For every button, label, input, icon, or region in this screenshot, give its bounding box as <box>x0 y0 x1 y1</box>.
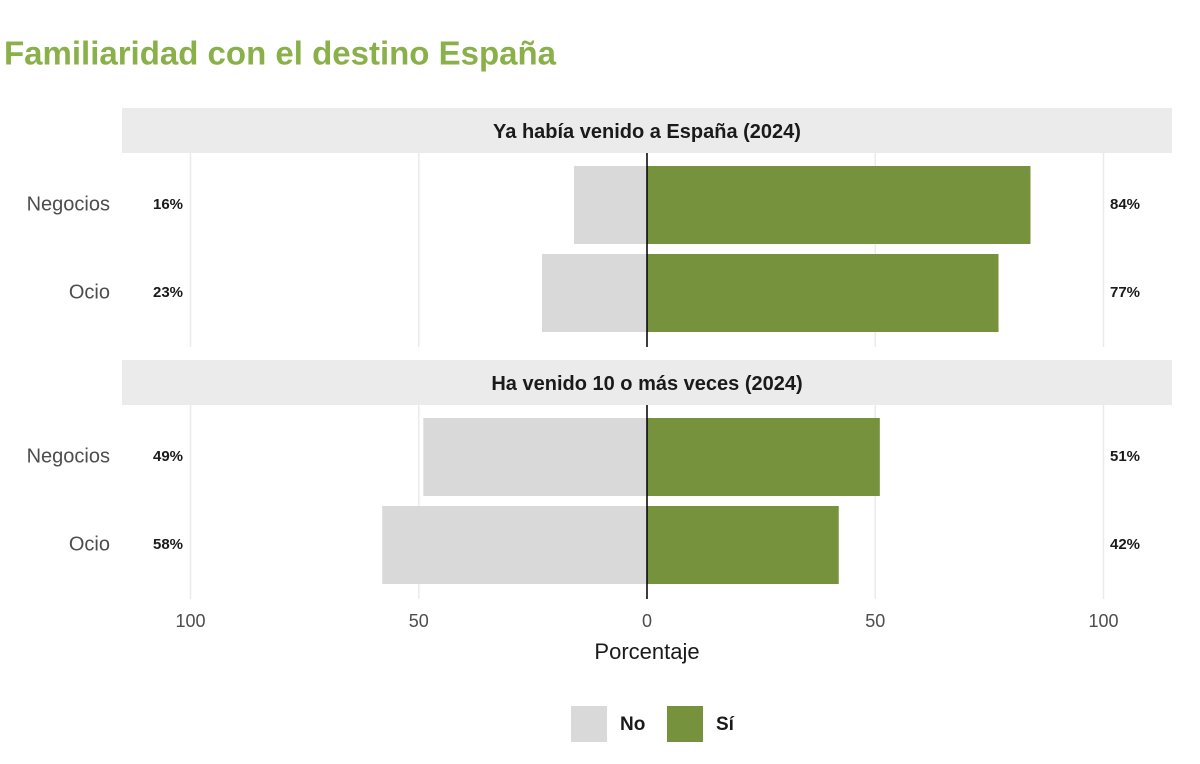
legend-swatch <box>667 706 703 742</box>
value-label: 42% <box>1110 536 1140 553</box>
legend-swatch <box>571 706 607 742</box>
bar <box>423 418 647 496</box>
category-label: Negocios <box>27 193 110 215</box>
category-label: Negocios <box>27 445 110 467</box>
legend-label: No <box>620 714 645 735</box>
bar <box>573 166 647 244</box>
value-label: 16% <box>153 196 183 213</box>
x-axis-label: Porcentaje <box>594 639 699 664</box>
x-tick-label: 100 <box>1088 611 1118 631</box>
page-title: Familiaridad con el destino España <box>4 35 557 72</box>
x-tick-label: 50 <box>409 611 429 631</box>
value-label: 49% <box>153 448 183 465</box>
bar <box>542 254 647 332</box>
category-label: Ocio <box>69 533 110 555</box>
bar <box>382 506 647 584</box>
value-label: 77% <box>1110 284 1140 301</box>
legend-label: Sí <box>716 714 735 735</box>
bar <box>647 254 999 332</box>
facet-strip <box>122 108 1172 153</box>
value-label: 84% <box>1110 196 1140 213</box>
bar <box>647 418 880 496</box>
bar <box>647 506 839 584</box>
x-tick-label: 100 <box>175 611 205 631</box>
bar <box>647 166 1031 244</box>
value-label: 23% <box>153 284 183 301</box>
value-label: 58% <box>153 536 183 553</box>
facet-title: Ha venido 10 o más veces (2024) <box>491 373 802 395</box>
facet-title: Ya había venido a España (2024) <box>493 121 801 143</box>
value-label: 51% <box>1110 448 1140 465</box>
category-label: Ocio <box>69 281 110 303</box>
facet-strip <box>122 360 1172 405</box>
x-tick-label: 0 <box>642 611 652 631</box>
x-tick-label: 50 <box>865 611 885 631</box>
